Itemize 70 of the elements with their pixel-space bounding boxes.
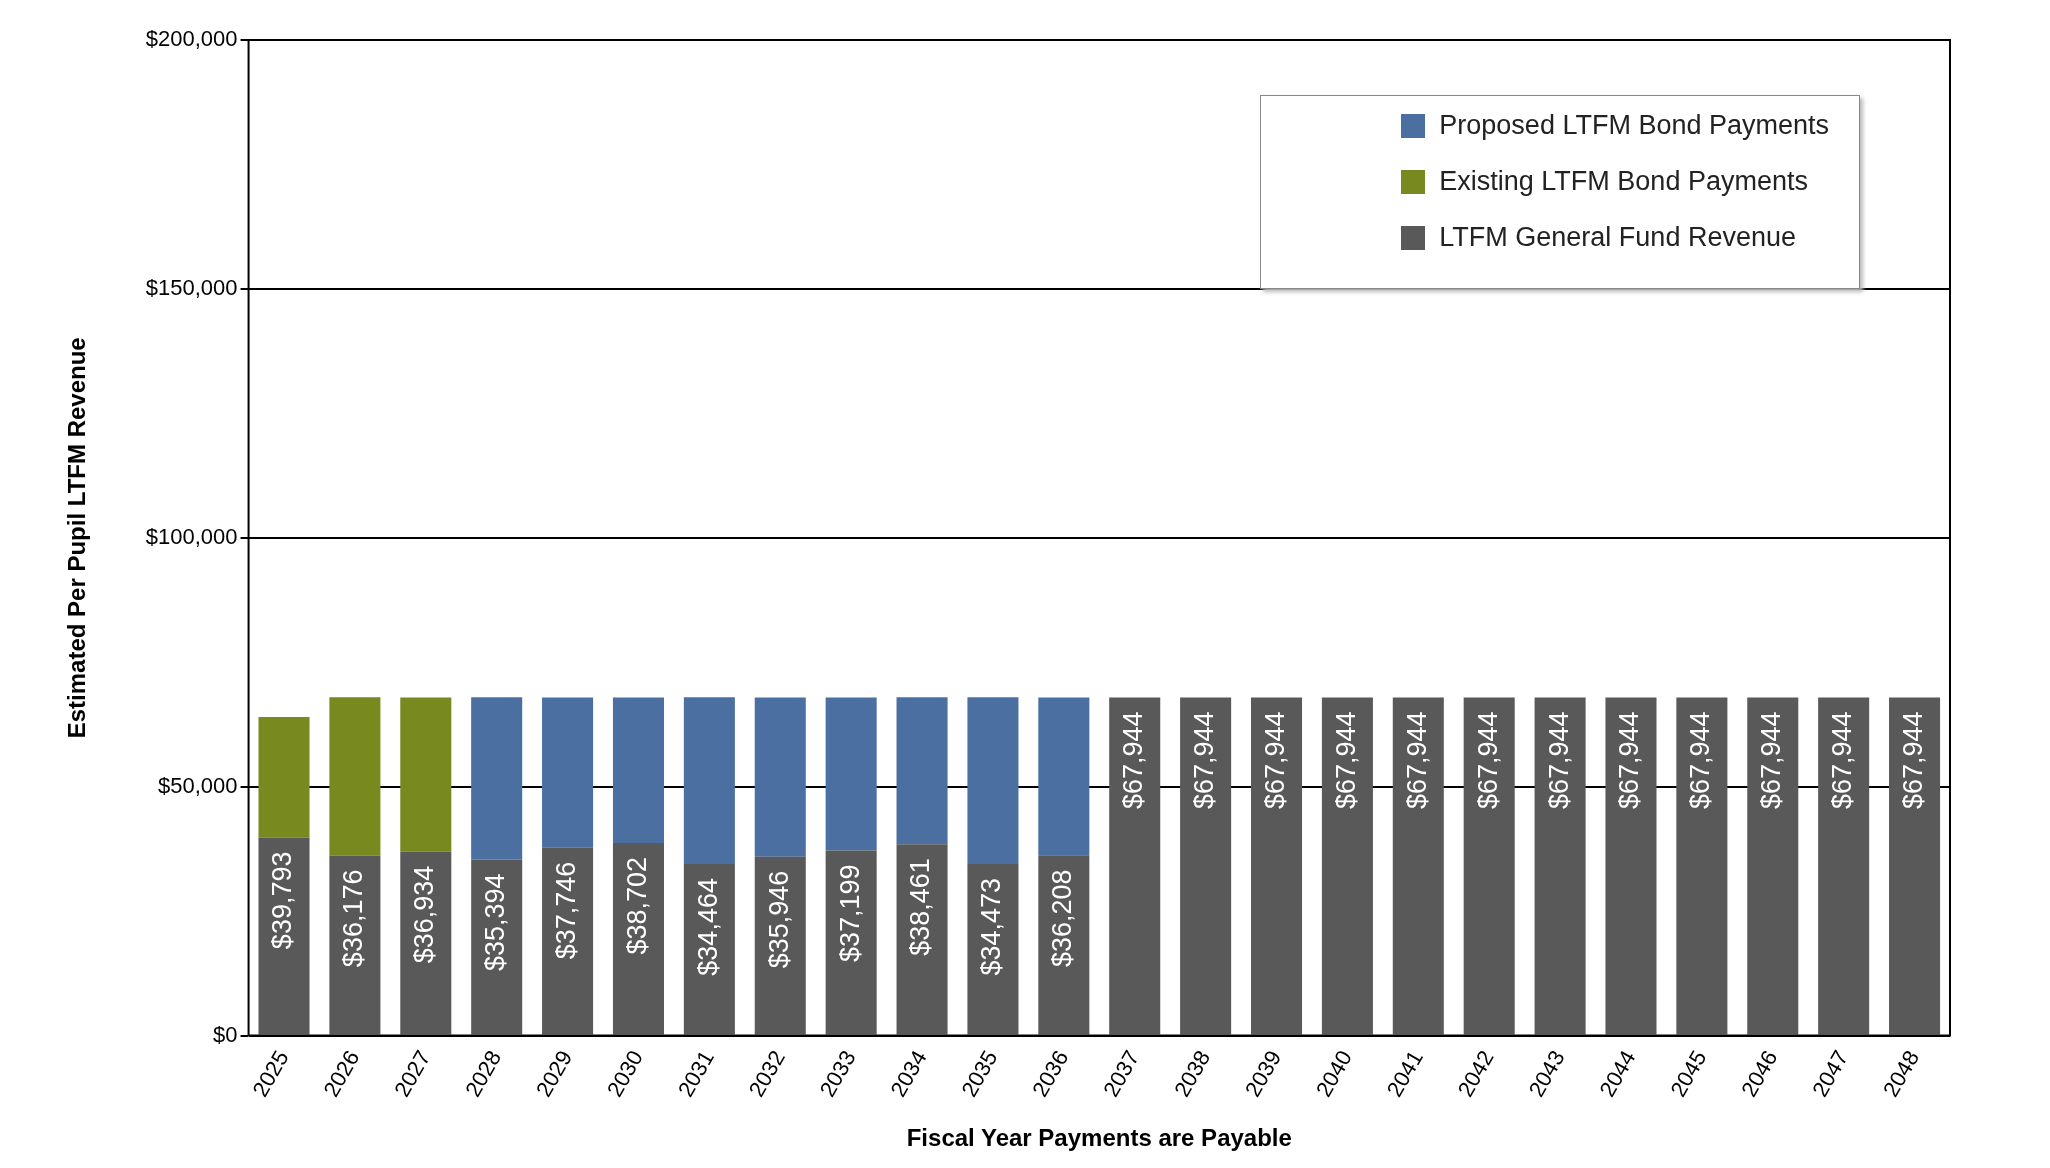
data-label: $67,944 [1259,711,1290,809]
data-label: $67,944 [1685,711,1716,809]
data-label: $38,461 [905,858,936,956]
bar [1038,855,1090,1035]
bar [754,856,806,1035]
bar [896,697,948,845]
data-label: $67,944 [1898,711,1929,809]
bar [400,851,452,1035]
bar [1534,697,1586,1035]
data-label: $67,944 [1118,711,1149,809]
legend-label: Existing LTFM Bond Payments [1439,166,1808,197]
bar [1463,697,1515,1035]
y-axis-title: Estimated Per Pupil LTFM Revenue [63,337,91,739]
bar [612,697,664,843]
data-label: $37,746 [551,861,582,960]
data-label: $67,944 [1189,711,1220,809]
bar [967,864,1019,1035]
bar [612,842,664,1035]
y-tick-label: $0 [213,1021,238,1047]
data-label: $35,394 [480,873,511,972]
bar [1180,697,1232,1035]
bar [471,859,523,1035]
bar [1392,697,1444,1035]
data-label: $67,944 [1330,711,1361,809]
bar [754,697,806,857]
y-tick-label: $200,000 [145,26,238,52]
bar [258,717,310,838]
bar [542,697,594,848]
bar [825,850,877,1035]
bar [1250,697,1303,1035]
data-label: $36,934 [409,865,440,964]
data-label: $34,464 [692,878,723,976]
bar [967,697,1019,865]
data-label: $34,473 [976,878,1007,976]
bar [329,697,381,856]
bar [1038,697,1090,856]
data-label: $39,793 [267,851,298,950]
data-label: $67,944 [1614,711,1645,809]
data-label: $36,208 [1047,869,1078,967]
data-label: $67,944 [1756,711,1787,809]
data-label: $67,944 [1401,711,1432,809]
bar [1747,697,1799,1035]
bar [329,855,381,1035]
y-tick-label: $50,000 [158,772,238,798]
data-label: $36,176 [338,869,369,968]
legend-label: Proposed LTFM Bond Payments [1439,110,1829,141]
bar [542,847,594,1035]
x-axis-title: Fiscal Year Payments are Payable [906,1124,1292,1152]
bar [1321,697,1373,1035]
bar [1676,697,1728,1035]
bar [471,697,523,860]
data-label: $67,944 [1543,711,1574,809]
y-tick-label: $100,000 [145,523,238,549]
data-label: $35,946 [763,870,794,969]
bar [258,837,310,1035]
bar [1605,697,1657,1035]
bar [896,844,948,1035]
bar [683,697,735,865]
bar [1818,697,1870,1035]
legend-label: LTFM General Fund Revenue [1439,222,1796,253]
bar [1109,697,1161,1035]
y-tick-label: $150,000 [145,274,238,300]
data-label: $67,944 [1472,711,1503,809]
data-label: $67,944 [1827,711,1858,809]
bar [683,864,735,1035]
bar [400,697,452,852]
data-label: $37,199 [834,864,865,963]
data-label: $38,702 [621,856,652,955]
bar [825,697,877,851]
bar [1889,697,1941,1035]
